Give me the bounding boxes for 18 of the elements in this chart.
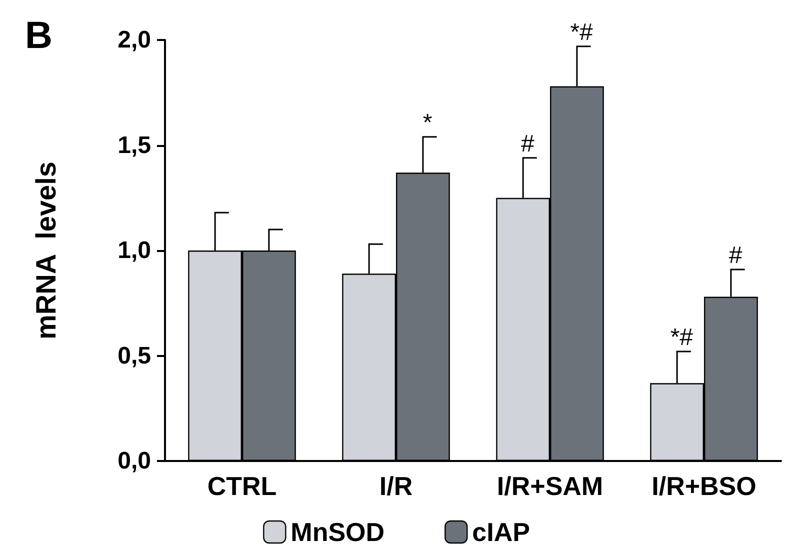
y-tick-label: 0,5 [118,342,151,370]
x-tick-label: I/R+BSO [652,471,756,501]
x-tick-label: I/R+SAM [496,471,604,501]
y-tick-label: 0,0 [118,448,151,474]
y-tick-label: 1,5 [118,132,151,159]
x-tick-label: I/R [379,471,413,501]
y-tick-label: 1,0 [118,237,151,264]
annotation: * [422,109,432,136]
annotation: *# [670,324,694,352]
legend-label: cIAP [472,517,530,547]
annotation: # [728,242,743,269]
chart-title: B [25,15,52,57]
annotation: *# [570,18,594,46]
y-axis-title: mRNA levels [30,162,62,340]
legend-label: MnSOD [290,517,385,547]
y-tick-label: 2,0 [118,26,151,54]
annotation: # [520,130,535,158]
x-tick-label: CTRL [207,471,277,501]
